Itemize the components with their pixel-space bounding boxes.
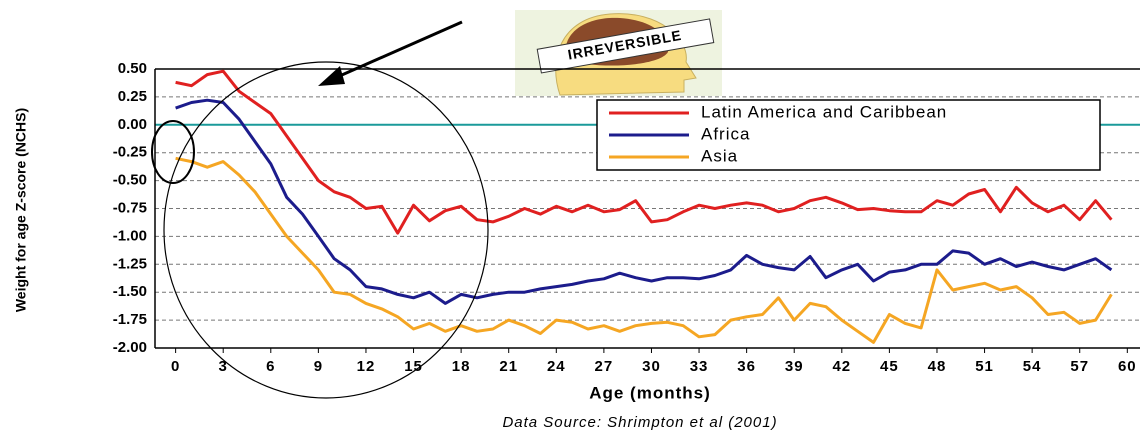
y-tick-label: -1.00 (113, 227, 147, 244)
x-tick-label: 0 (171, 358, 180, 375)
x-tick-label: 42 (832, 358, 851, 375)
x-tick-label: 24 (547, 358, 566, 375)
x-tick-label: 48 (928, 358, 947, 375)
x-axis-label: Age (months) (589, 383, 711, 402)
y-tick-label: -1.50 (113, 283, 147, 300)
line-series (176, 158, 1112, 342)
y-tick-label: -0.75 (113, 199, 147, 216)
y-tick-label: -2.00 (113, 339, 147, 356)
x-tick-label: 57 (1070, 358, 1089, 375)
x-tick-label: 60 (1118, 358, 1137, 375)
x-tick-label: 45 (880, 358, 899, 375)
legend-label: Latin America and Caribbean (701, 102, 947, 121)
x-tick-label: 18 (452, 358, 471, 375)
y-tick-label: -1.25 (113, 255, 147, 272)
legend: Latin America and Caribbean Africa Asia (597, 100, 1100, 170)
x-tick-label: 27 (595, 358, 614, 375)
legend-label: Africa (701, 124, 750, 143)
x-tick-label: 12 (357, 358, 376, 375)
y-axis-label: Weight for age Z-score (NCHS) (13, 108, 29, 312)
y-tick-label: -0.25 (113, 144, 147, 161)
y-tick-label: -1.75 (113, 311, 147, 328)
chart: IRREVERSIBLE Weight for age Z-score (NCH… (0, 0, 1143, 434)
x-tick-label: 39 (785, 358, 804, 375)
illustration: IRREVERSIBLE (515, 10, 722, 96)
x-tick-label: 30 (642, 358, 661, 375)
x-tick-label: 36 (737, 358, 756, 375)
y-tick-label: 0.25 (118, 88, 147, 105)
x-tick-label: 51 (975, 358, 994, 375)
y-tick-label: -0.50 (113, 172, 147, 189)
x-tick-label: 9 (314, 358, 323, 375)
page: IRREVERSIBLE Weight for age Z-score (NCH… (0, 0, 1143, 434)
source-note: Data Source: Shrimpton et al (2001) (502, 414, 777, 431)
y-tick-label: 0.50 (118, 60, 147, 77)
x-tick-label: 33 (690, 358, 709, 375)
legend-label: Asia (701, 146, 738, 165)
x-tick-label: 54 (1023, 358, 1042, 375)
x-tick-label: 6 (266, 358, 275, 375)
y-tick-label: 0.00 (118, 116, 147, 133)
x-tick-label: 21 (499, 358, 518, 375)
